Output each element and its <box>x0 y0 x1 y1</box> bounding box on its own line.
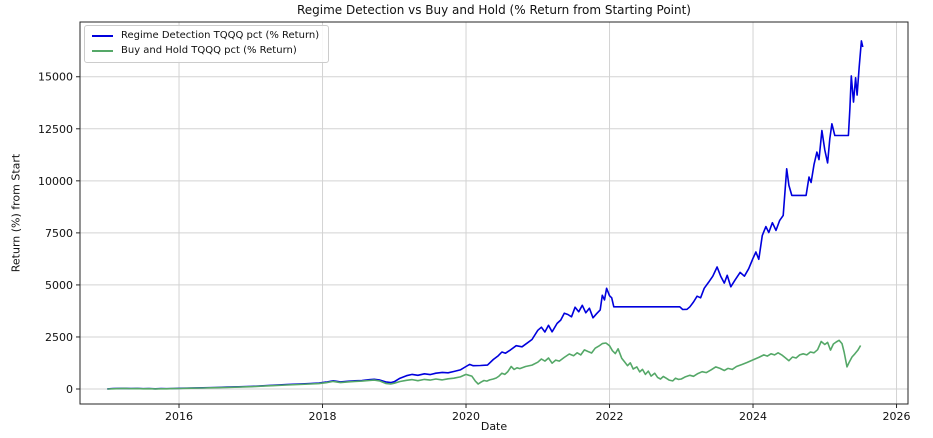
legend-item-buyhold: Buy and Hold TQQQ pct (% Return) <box>92 45 319 57</box>
y-tick-label: 5000 <box>45 279 73 292</box>
y-tick-label: 2500 <box>45 331 73 344</box>
legend-item-regime: Regime Detection TQQQ pct (% Return) <box>92 30 319 42</box>
legend: Regime Detection TQQQ pct (% Return) Buy… <box>84 25 330 63</box>
x-tick-label: 2016 <box>165 410 193 423</box>
legend-label-regime: Regime Detection TQQQ pct (% Return) <box>121 30 320 41</box>
y-tick-label: 15000 <box>38 71 73 84</box>
chart-title: Regime Detection vs Buy and Hold (% Retu… <box>296 3 691 17</box>
x-tick-label: 2022 <box>596 410 624 423</box>
y-tick-label: 10000 <box>38 175 73 188</box>
buy-and-hold-line <box>107 339 862 390</box>
y-tick-label: 0 <box>66 383 73 396</box>
x-tick-label: 2020 <box>452 410 480 423</box>
x-tick-label: 2026 <box>883 410 911 423</box>
y-tick-label: 12500 <box>38 123 73 136</box>
y-tick-label: 7500 <box>45 227 73 240</box>
legend-line-sample-buyhold <box>92 50 113 52</box>
legend-label-buyhold: Buy and Hold TQQQ pct (% Return) <box>121 45 297 56</box>
x-tick-label: 2018 <box>309 410 337 423</box>
x-axis-label: Date <box>480 420 508 433</box>
x-tick-label: 2024 <box>739 410 767 423</box>
plot-frame <box>79 21 909 405</box>
legend-line-sample-regime <box>92 35 113 37</box>
y-axis-label: Return (%) from Start <box>9 153 23 273</box>
